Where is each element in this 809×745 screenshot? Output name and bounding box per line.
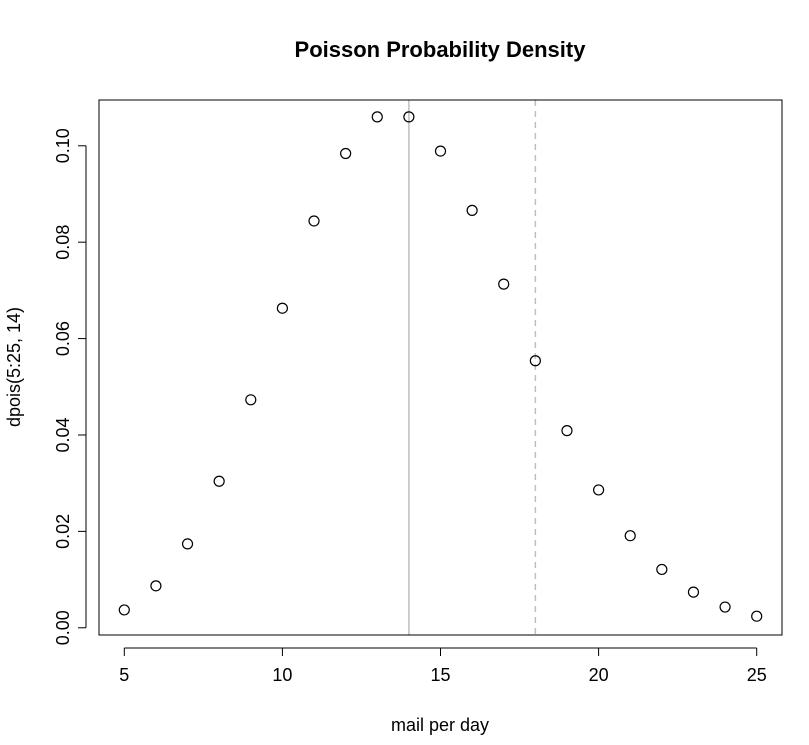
x-tick-label: 15 <box>430 665 450 685</box>
y-tick-label: 0.00 <box>53 610 73 645</box>
x-axis: 5 10 15 20 25 <box>119 647 767 685</box>
data-point <box>181 538 194 550</box>
y-tick-label: 0.04 <box>53 417 73 452</box>
x-tick-label: 5 <box>119 665 129 685</box>
data-point <box>308 215 320 227</box>
data-point <box>656 563 668 576</box>
plot-frame <box>98 99 783 636</box>
y-tick-label: 0.06 <box>53 321 73 356</box>
y-tick-label: 0.10 <box>53 128 73 163</box>
reference-lines <box>408 100 537 635</box>
x-tick-label: 25 <box>747 665 767 685</box>
data-point <box>213 475 225 487</box>
data-point <box>245 394 257 406</box>
data-point <box>719 601 731 613</box>
data-point <box>687 586 700 598</box>
data-point <box>624 530 636 542</box>
y-axis: 0.00 0.02 0.04 0.06 0.08 0.10 <box>53 128 87 645</box>
data-point <box>498 278 510 290</box>
data-points <box>118 111 763 622</box>
data-point <box>371 111 383 123</box>
data-point <box>118 604 130 616</box>
data-point <box>593 484 605 496</box>
y-tick-label: 0.08 <box>53 225 73 260</box>
y-tick-label: 0.02 <box>53 514 73 549</box>
data-point <box>150 580 162 592</box>
x-tick-label: 20 <box>589 665 609 685</box>
data-point <box>529 355 541 367</box>
data-point <box>276 302 288 314</box>
data-point <box>434 145 447 157</box>
x-axis-label: mail per day <box>391 715 489 735</box>
data-point <box>751 610 763 622</box>
data-point <box>466 204 478 216</box>
x-tick-label: 10 <box>272 665 292 685</box>
data-point <box>403 111 415 123</box>
data-point <box>561 425 573 437</box>
data-point <box>340 147 352 160</box>
y-axis-label: dpois(5:25, 14) <box>4 307 24 427</box>
chart-title: Poisson Probability Density <box>295 37 587 62</box>
